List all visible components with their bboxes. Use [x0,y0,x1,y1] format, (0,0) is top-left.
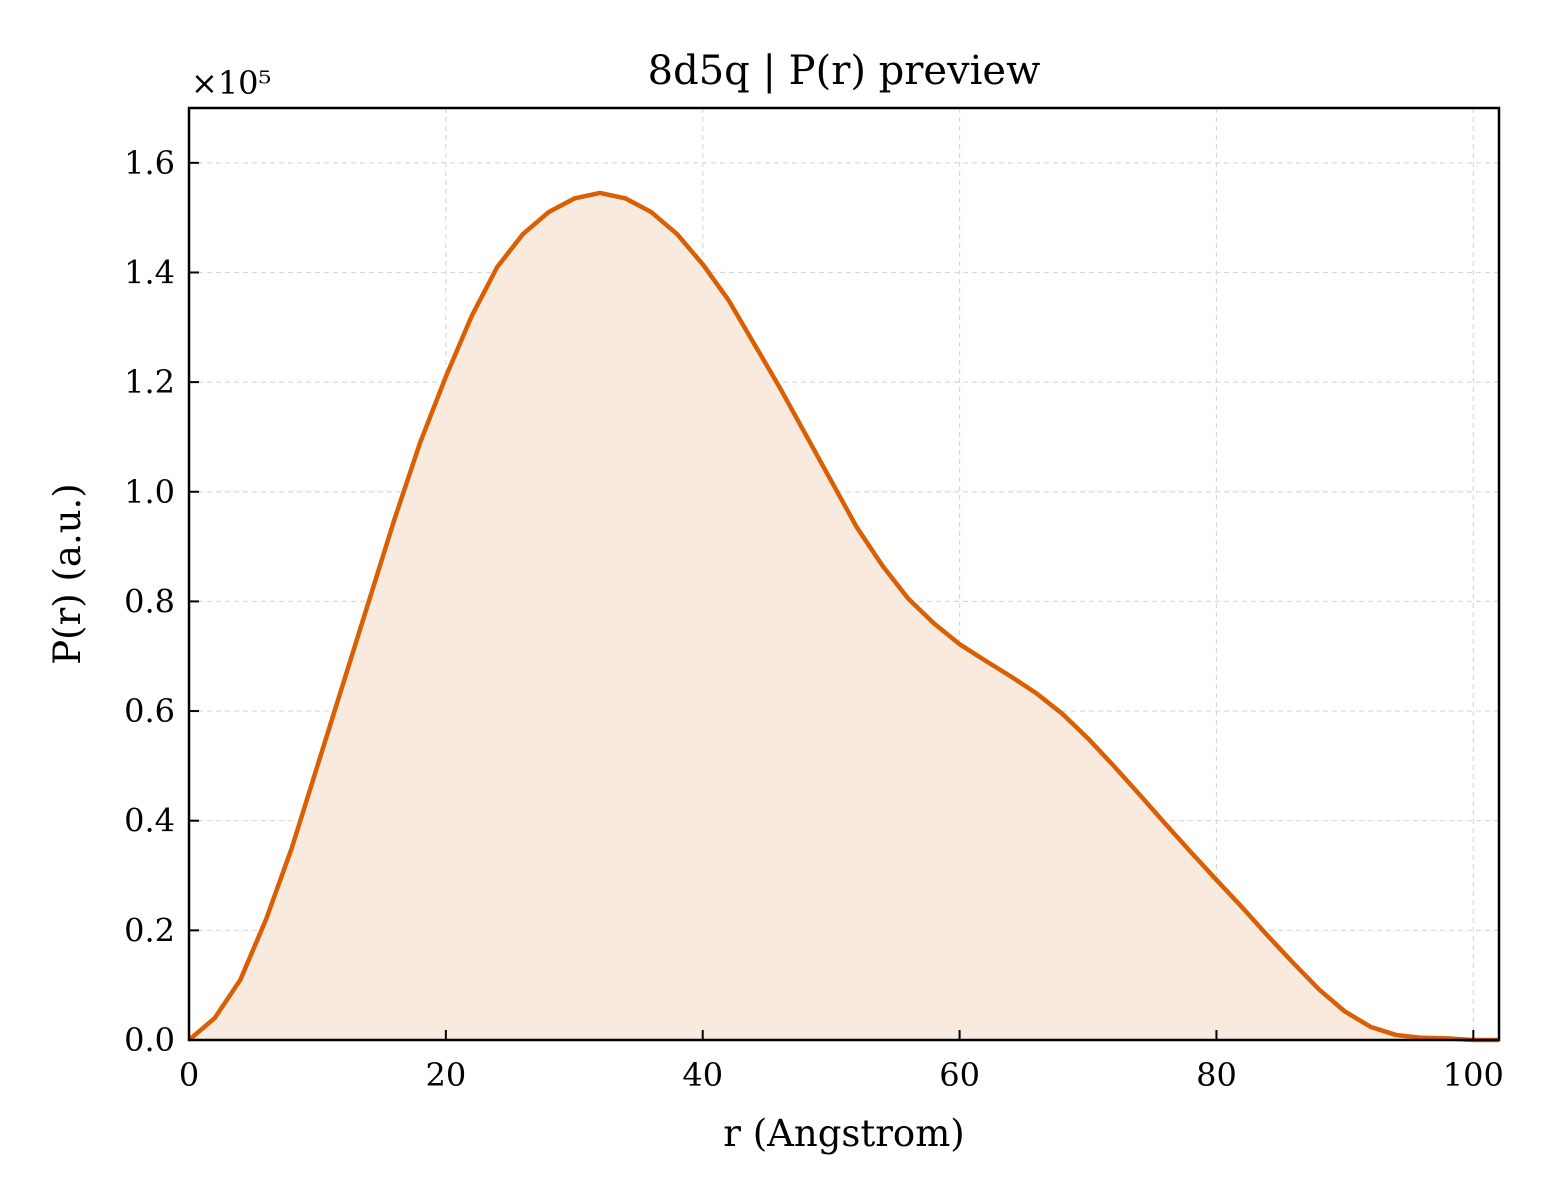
chart-title: 8d5q | P(r) preview [648,48,1041,94]
y-tick-label: 1.2 [124,363,175,401]
y-tick-label: 0.2 [124,911,175,949]
x-axis-label: r (Angstrom) [723,1112,964,1155]
y-tick-label: 0.0 [124,1021,175,1059]
y-axis-label: P(r) (a.u.) [46,483,89,665]
y-tick-label: 0.6 [124,692,175,730]
x-tick-label: 80 [1196,1056,1237,1094]
x-tick-label: 20 [426,1056,467,1094]
y-tick-label: 1.0 [124,473,175,511]
pr-area-fill [189,192,1499,1041]
y-multiplier-label: ×10⁵ [191,64,271,102]
y-tick-label: 1.6 [124,144,175,182]
y-tick-label: 0.8 [124,582,175,620]
y-tick-label: 1.4 [124,253,175,291]
pr-series-line [187,190,1499,1043]
plot-frame [187,106,1501,1042]
x-tick-label: 100 [1443,1056,1504,1094]
y-tick-label: 0.4 [124,802,175,840]
x-tick-label: 60 [939,1056,980,1094]
x-tick-label: 0 [179,1056,199,1094]
x-tick-label: 40 [682,1056,723,1094]
axis-ticks: 0 20 40 60 80 100 0.0 0.2 0.4 0.6 0.8 1.0 1.2 1.4 1.6 [124,144,1504,1094]
